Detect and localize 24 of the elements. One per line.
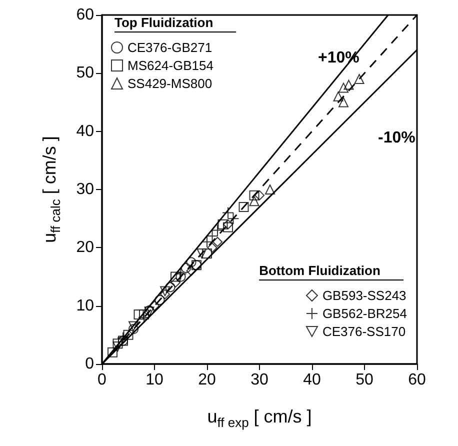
legend-label: MS624-GB154 — [128, 58, 214, 73]
y-tick-label: 10 — [76, 297, 94, 314]
legend-label: CE376-GB271 — [128, 40, 212, 55]
y-axis-title: uff calc [ cm/s ] — [40, 136, 63, 243]
annotation: -10% — [378, 130, 416, 146]
legend-label: SS429-MS800 — [128, 76, 212, 91]
legend-label: CE376-SS170 — [322, 324, 406, 339]
y-tick-label: 30 — [76, 181, 94, 198]
x-tick-label: 20 — [198, 372, 216, 388]
y-tick-label: 20 — [76, 239, 94, 256]
x-tick-label: 30 — [250, 372, 268, 388]
y-tick-label: 50 — [76, 64, 94, 82]
x-tick-label: 10 — [146, 372, 164, 388]
y-tick-label: 60 — [76, 6, 94, 24]
x-tick-label: 60 — [408, 372, 426, 388]
x-tick-label: 40 — [303, 372, 321, 388]
y-tick-label: 40 — [76, 122, 94, 140]
y-tick-label: 0 — [85, 356, 94, 372]
annotation: Bottom Fluidization — [259, 263, 380, 278]
x-tick-label: 50 — [356, 372, 374, 388]
legend-label: GB562-BR254 — [322, 306, 408, 321]
x-tick-label: 0 — [98, 372, 107, 388]
legend-label: GB593-SS243 — [322, 288, 406, 303]
annotation: Top Fluidization — [114, 15, 214, 30]
